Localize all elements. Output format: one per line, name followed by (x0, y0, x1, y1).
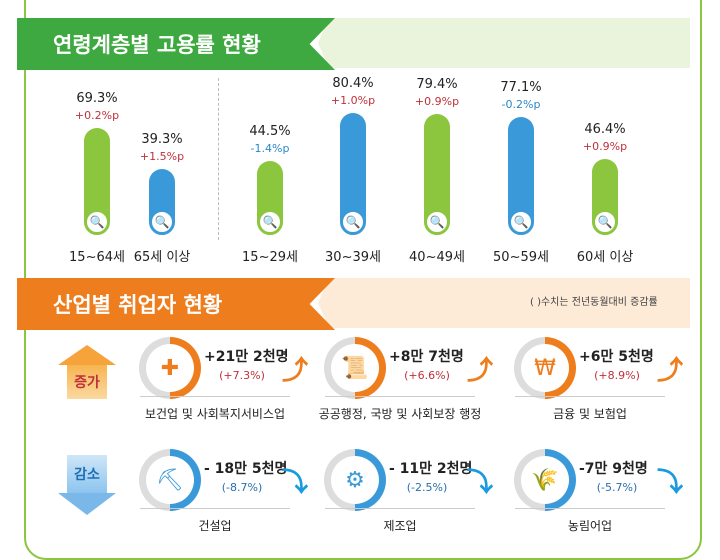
bar (508, 117, 534, 222)
industry-label: 공공행정, 국방 및 사회보장 행정 (318, 407, 482, 421)
industry-label: 금융 및 보험업 (553, 407, 627, 421)
gear-icon: ⚙ (331, 456, 379, 504)
amount: -7만 9천명 (579, 461, 648, 477)
section2-title: 산업별 취업자 현황 (17, 278, 335, 330)
divider (325, 508, 475, 509)
percent: (-2.5%) (406, 481, 448, 494)
document-search-icon: 🔍 (257, 209, 283, 235)
percent: (-5.7%) (596, 481, 638, 494)
amount: - 11만 2천명 (389, 461, 473, 477)
donut: ✚ (139, 337, 201, 399)
divider (515, 508, 665, 509)
percent: (-8.7%) (221, 481, 263, 494)
change-label: +1.5%p (139, 149, 185, 163)
industry-label: 제조업 (383, 519, 417, 533)
document-search-icon: 🔍 (84, 209, 110, 235)
document-search-icon: 🔍 (424, 209, 450, 235)
change-label: +1.0%p (330, 93, 376, 107)
donut: 🌾 (514, 449, 576, 511)
industry-label: 보건업 및 사회복지서비스업 (144, 407, 286, 421)
change-label: +0.9%p (582, 139, 628, 153)
decrease-arrow-icon: ⤵ (657, 468, 684, 498)
industry-label: 농림어업 (567, 519, 613, 533)
amount: +21만 2천명 (204, 349, 289, 365)
donut: ⛏ (139, 449, 201, 511)
scroll-icon: 📜 (331, 344, 379, 392)
document-search-icon: 🔍 (508, 209, 534, 235)
divider (140, 508, 290, 509)
rate-label: 80.4% (332, 75, 374, 91)
age-label: 30~39세 (325, 250, 381, 265)
age-label: 50~59세 (493, 250, 549, 265)
change-label: -1.4%p (250, 142, 290, 156)
increase-arrow-icon: ⤴ (467, 356, 494, 386)
age-label: 15~64세 (69, 250, 125, 265)
rate-label: 39.3% (141, 131, 183, 147)
document-search-icon: 🔍 (149, 209, 175, 235)
amount: - 18만 5천명 (204, 461, 288, 477)
industry-label: 건설업 (198, 519, 232, 533)
rate-label: 79.4% (416, 77, 458, 93)
decrease-label: 감소 (67, 455, 107, 493)
increase-label: 증가 (67, 365, 107, 399)
decrease-arrow-icon: ⤵ (467, 468, 494, 498)
divider (325, 396, 475, 397)
amount: +6만 5천명 (579, 349, 654, 365)
rate-label: 69.3% (76, 90, 118, 106)
donut: ⚙ (324, 449, 386, 511)
rate-label: 46.4% (584, 121, 626, 137)
age-label: 15~29세 (242, 250, 298, 265)
wheat-icon: 🌾 (521, 456, 569, 504)
header-band (318, 18, 690, 68)
laptop-won-icon: ₩ (521, 344, 569, 392)
amount: +8만 7천명 (389, 349, 464, 365)
age-label: 40~49세 (409, 250, 465, 265)
divider (515, 396, 665, 397)
bar (424, 114, 450, 222)
excavator-icon: ⛏ (146, 456, 194, 504)
document-search-icon: 🔍 (592, 209, 618, 235)
document-search-icon: 🔍 (340, 209, 366, 235)
percent: (+6.6%) (404, 369, 450, 382)
change-label: +0.9%p (414, 95, 460, 109)
percent: (+7.3%) (219, 369, 265, 382)
note: ( )수치는 전년동월대비 증감률 (530, 297, 658, 308)
rate-label: 77.1% (500, 80, 542, 96)
change-label: -0.2%p (501, 98, 541, 112)
change-label: +0.2%p (74, 108, 120, 122)
divider (218, 78, 219, 240)
divider (140, 396, 290, 397)
bar (340, 112, 366, 222)
decrease-arrow-icon: 감소 (58, 455, 116, 515)
increase-arrow-icon: ⤴ (282, 356, 309, 386)
increase-arrow-icon: 증가 (58, 345, 116, 399)
bar (84, 127, 110, 222)
donut: 📜 (324, 337, 386, 399)
section1-title: 연령계층별 고용률 현황 (17, 18, 335, 70)
increase-arrow-icon: ⤴ (657, 356, 684, 386)
decrease-arrow-icon: ⤵ (282, 468, 309, 498)
medical-bag-icon: ✚ (146, 344, 194, 392)
age-label: 65세 이상 (133, 250, 191, 265)
age-label: 60세 이상 (576, 250, 634, 265)
rate-label: 44.5% (249, 124, 291, 140)
donut: ₩ (514, 337, 576, 399)
header-band (318, 278, 690, 328)
percent: (+8.9%) (594, 369, 640, 382)
